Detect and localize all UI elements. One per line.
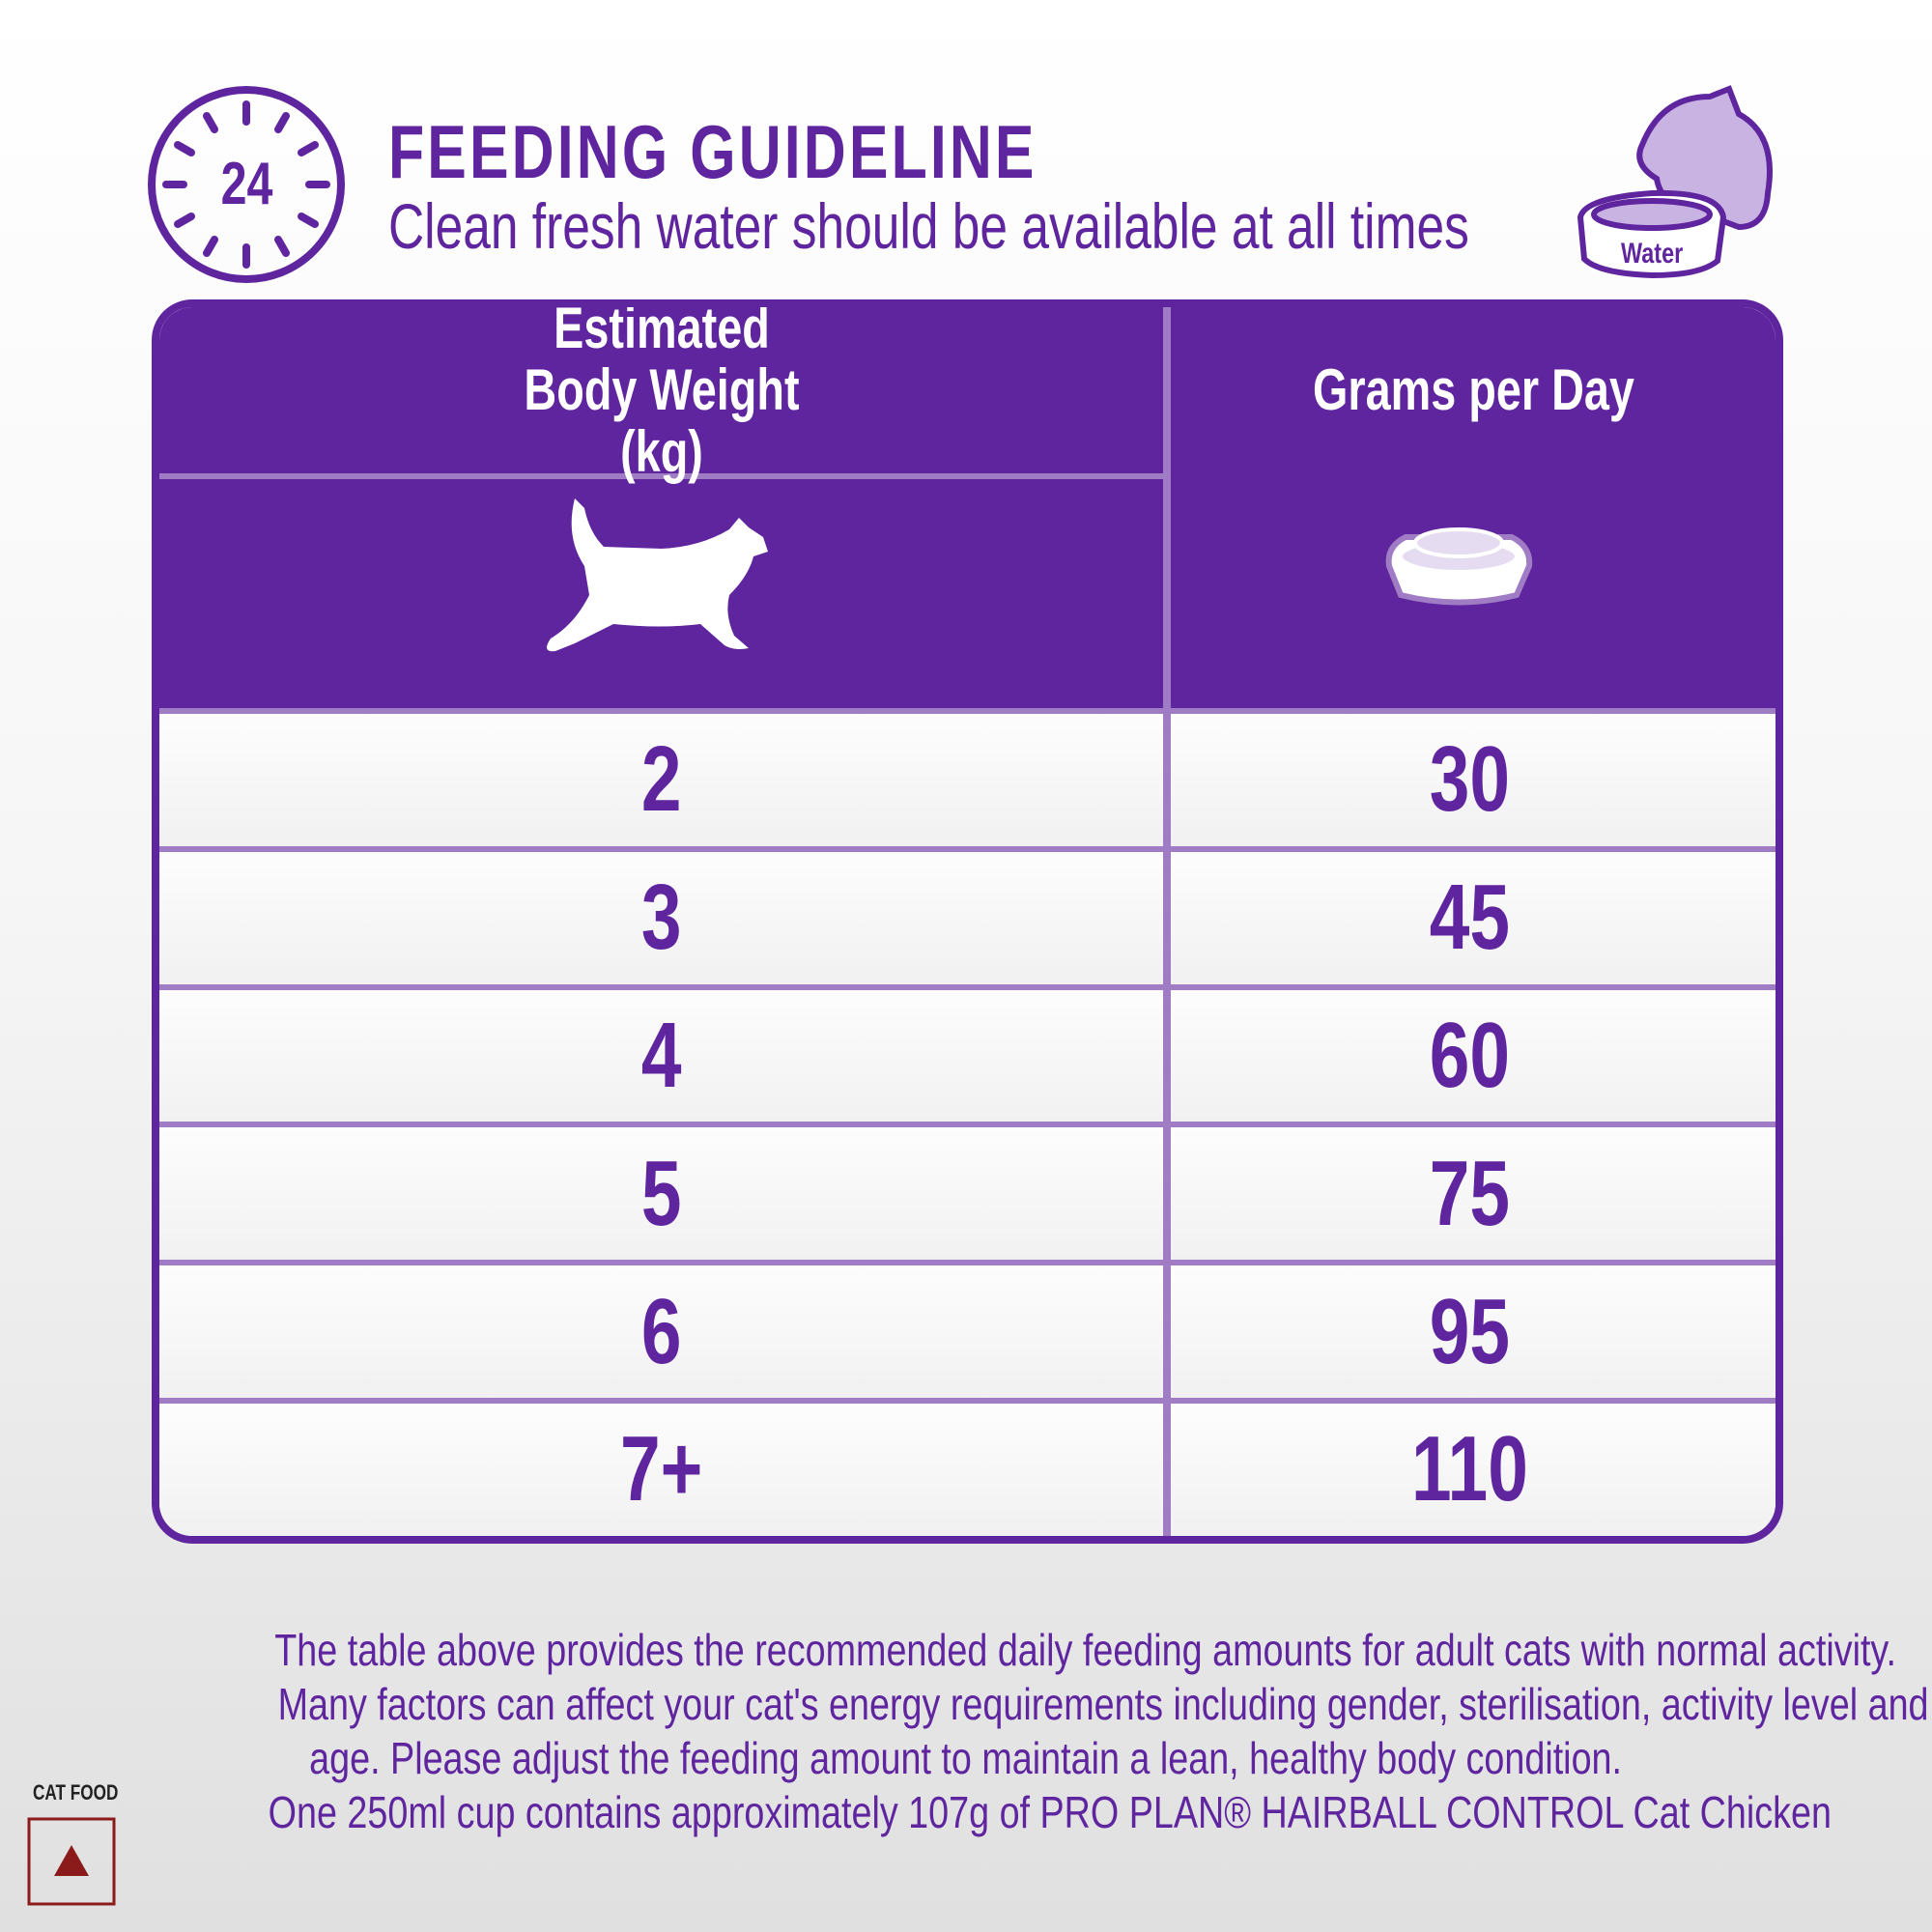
cat-food-badge bbox=[27, 1817, 116, 1906]
column-divider bbox=[1163, 307, 1171, 1536]
water-icon bbox=[1577, 85, 1773, 279]
footnote-line: One 250ml cup contains approximately 107… bbox=[97, 1785, 1835, 1839]
table-row: 7+ 110 bbox=[159, 1397, 1776, 1536]
footnote-line: Many factors can affect your cat's energ… bbox=[97, 1677, 1929, 1731]
table-cell: 4 bbox=[159, 990, 1163, 1122]
table-header: Estimated Body Weight (kg) Grams per Day bbox=[159, 307, 1776, 708]
table-row: 5 75 bbox=[159, 1122, 1776, 1261]
table-cell: 5 bbox=[159, 1127, 1163, 1260]
table-cell: 2 bbox=[159, 714, 1163, 846]
table-cell: 6 bbox=[159, 1265, 1163, 1398]
header-cell: Grams per Day bbox=[1171, 307, 1776, 473]
footnote-text: The table above provides the recommended… bbox=[274, 1625, 1896, 1675]
title-text: FEEDING GUIDELINE bbox=[388, 109, 1037, 194]
table-row: 2 30 bbox=[159, 708, 1776, 846]
cell-text: 110 bbox=[1410, 1417, 1528, 1521]
header-icons bbox=[547, 498, 1533, 652]
table-cell: 60 bbox=[1163, 990, 1776, 1122]
table-cell: 110 bbox=[1163, 1404, 1776, 1536]
subtitle: Clean fresh water should be available at… bbox=[388, 189, 1774, 263]
table-cell: 3 bbox=[159, 852, 1163, 984]
table-row: 3 45 bbox=[159, 845, 1776, 984]
clock-label: 24 bbox=[189, 150, 303, 218]
header-text: Grams per Day bbox=[1312, 357, 1634, 422]
cell-text: 5 bbox=[640, 1141, 682, 1245]
cat-food-text: CAT FOOD bbox=[33, 1780, 119, 1804]
table-cell: 95 bbox=[1163, 1265, 1776, 1398]
footnote: The table above provides the recommended… bbox=[97, 1623, 1929, 1839]
title: FEEDING GUIDELINE bbox=[388, 108, 1220, 196]
bowl-icon bbox=[1385, 527, 1533, 606]
table-cell: 7+ bbox=[159, 1404, 1163, 1536]
cell-text: 7+ bbox=[619, 1417, 703, 1521]
header-cell: Estimated Body Weight (kg) bbox=[159, 307, 1163, 483]
table-cell: 45 bbox=[1163, 852, 1776, 984]
clock-icon bbox=[148, 86, 345, 283]
cell-text: 3 bbox=[640, 866, 682, 970]
cell-text: 95 bbox=[1429, 1279, 1510, 1383]
footnote-text: One 250ml cup contains approximately 107… bbox=[268, 1787, 1832, 1837]
water-text: Water bbox=[1620, 238, 1684, 270]
table-row: 4 60 bbox=[159, 983, 1776, 1122]
cell-text: 75 bbox=[1429, 1141, 1510, 1245]
water-label: Water bbox=[1604, 238, 1700, 270]
table-cell: 75 bbox=[1163, 1127, 1776, 1260]
footnote-text: age. Please adjust the feeding amount to… bbox=[309, 1733, 1623, 1783]
cell-text: 60 bbox=[1429, 1003, 1510, 1107]
cell-text: 2 bbox=[640, 727, 682, 832]
footnote-line: age. Please adjust the feeding amount to… bbox=[97, 1731, 1835, 1785]
table-row: 6 95 bbox=[159, 1260, 1776, 1398]
cat-food-label: CAT FOOD bbox=[33, 1780, 142, 1805]
cell-text: 30 bbox=[1429, 727, 1510, 832]
table-body: 2 30 3 45 4 60 5 75 6 95 7+ 110 bbox=[159, 708, 1776, 1536]
cat-icon bbox=[547, 498, 768, 652]
header-text: Estimated Body Weight (kg) bbox=[523, 299, 800, 484]
clock-text: 24 bbox=[220, 151, 272, 217]
footnote-line: The table above provides the recommended… bbox=[97, 1623, 1896, 1677]
cell-text: 6 bbox=[640, 1279, 682, 1383]
cell-text: 4 bbox=[640, 1003, 682, 1107]
table-cell: 30 bbox=[1163, 714, 1776, 846]
cell-text: 45 bbox=[1429, 866, 1510, 970]
feeding-table: Estimated Body Weight (kg) Grams per Day… bbox=[152, 299, 1783, 1544]
footnote-text: Many factors can affect your cat's energ… bbox=[277, 1679, 1929, 1729]
subtitle-text: Clean fresh water should be available at… bbox=[388, 190, 1469, 262]
